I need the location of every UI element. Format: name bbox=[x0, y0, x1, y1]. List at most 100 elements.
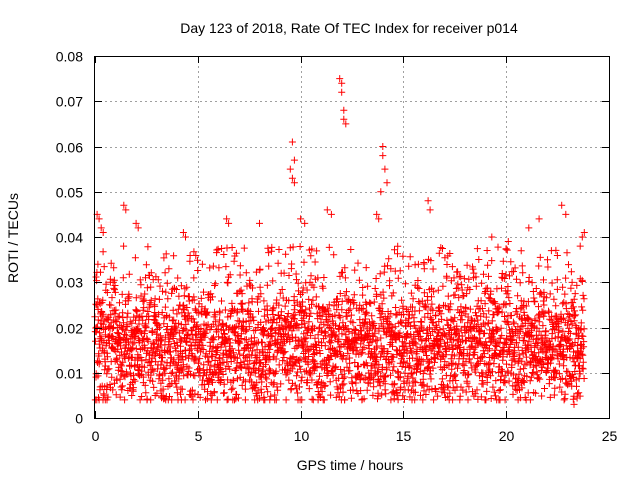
data-point bbox=[391, 246, 398, 254]
data-point bbox=[297, 377, 305, 385]
data-point bbox=[99, 229, 107, 236]
data-point bbox=[405, 262, 413, 270]
data-point bbox=[137, 281, 145, 289]
data-point bbox=[99, 347, 107, 355]
data-point bbox=[312, 364, 320, 371]
data-point bbox=[381, 380, 389, 388]
data-point bbox=[437, 244, 445, 252]
data-point bbox=[422, 344, 430, 352]
data-point bbox=[414, 283, 422, 291]
data-point bbox=[137, 354, 145, 361]
data-point bbox=[273, 383, 281, 391]
data-point bbox=[307, 309, 315, 317]
data-point bbox=[316, 372, 323, 380]
data-point bbox=[237, 286, 245, 294]
data-point bbox=[531, 317, 539, 324]
data-point bbox=[438, 353, 446, 361]
data-point bbox=[172, 379, 180, 387]
data-point bbox=[429, 306, 437, 314]
data-point bbox=[579, 358, 587, 366]
data-point bbox=[506, 300, 514, 307]
data-point bbox=[576, 370, 584, 378]
data-point bbox=[430, 396, 438, 404]
data-point bbox=[154, 322, 162, 330]
data-point bbox=[397, 383, 405, 391]
data-point bbox=[305, 318, 313, 326]
data-point bbox=[291, 311, 299, 319]
data-point bbox=[166, 335, 174, 343]
data-point bbox=[197, 294, 205, 302]
data-point bbox=[421, 313, 429, 321]
data-point bbox=[498, 308, 506, 316]
data-point bbox=[174, 274, 182, 282]
data-point bbox=[92, 273, 100, 281]
data-point bbox=[238, 290, 246, 298]
data-point bbox=[370, 298, 378, 306]
data-point bbox=[549, 373, 557, 381]
data-point bbox=[221, 330, 229, 338]
data-point bbox=[427, 375, 435, 383]
data-point bbox=[399, 252, 407, 260]
data-point bbox=[384, 262, 391, 270]
data-point bbox=[570, 358, 578, 366]
data-point bbox=[407, 370, 415, 378]
data-point bbox=[147, 371, 155, 379]
data-point bbox=[236, 271, 244, 279]
data-point bbox=[564, 310, 572, 318]
data-point bbox=[376, 382, 384, 390]
data-point bbox=[209, 378, 216, 386]
data-point bbox=[384, 348, 392, 355]
data-point bbox=[343, 288, 350, 296]
data-point bbox=[360, 376, 368, 384]
data-point bbox=[211, 311, 219, 319]
data-point bbox=[396, 359, 404, 367]
data-point bbox=[185, 364, 193, 372]
data-point bbox=[456, 392, 464, 400]
data-point bbox=[280, 269, 288, 277]
data-point bbox=[528, 369, 536, 376]
data-point bbox=[513, 339, 521, 347]
data-point bbox=[340, 380, 348, 388]
chart-title: Day 123 of 2018, Rate Of TEC Index for r… bbox=[180, 20, 518, 36]
data-point bbox=[579, 351, 587, 359]
data-point bbox=[531, 298, 539, 306]
data-point bbox=[336, 75, 344, 83]
data-point bbox=[337, 384, 344, 392]
data-point bbox=[488, 317, 496, 325]
data-point bbox=[92, 337, 99, 345]
data-point bbox=[536, 253, 544, 261]
data-point bbox=[299, 284, 307, 292]
data-point bbox=[228, 345, 236, 353]
data-point bbox=[279, 357, 287, 365]
data-point bbox=[489, 368, 496, 376]
data-point bbox=[272, 339, 280, 347]
data-point bbox=[282, 250, 290, 258]
data-point bbox=[404, 308, 412, 315]
data-point bbox=[111, 288, 119, 296]
data-point bbox=[477, 297, 485, 305]
data-point bbox=[343, 312, 351, 320]
data-point bbox=[226, 339, 234, 347]
data-point bbox=[327, 210, 335, 218]
data-point bbox=[238, 324, 246, 332]
data-point bbox=[231, 328, 239, 336]
data-point bbox=[424, 296, 432, 304]
data-point bbox=[304, 324, 312, 332]
data-point bbox=[155, 343, 163, 351]
data-point bbox=[563, 249, 571, 257]
data-point bbox=[98, 312, 106, 320]
data-point bbox=[403, 349, 411, 357]
data-point bbox=[372, 337, 380, 345]
data-point bbox=[149, 344, 157, 352]
data-point bbox=[381, 386, 389, 394]
data-point bbox=[396, 267, 404, 275]
data-point bbox=[439, 245, 446, 252]
data-point bbox=[473, 386, 481, 394]
data-point bbox=[370, 371, 378, 379]
data-point bbox=[404, 331, 412, 339]
data-point bbox=[409, 295, 417, 303]
data-point bbox=[394, 369, 402, 377]
data-point bbox=[450, 317, 458, 325]
data-point bbox=[446, 389, 454, 397]
data-point bbox=[561, 290, 569, 298]
